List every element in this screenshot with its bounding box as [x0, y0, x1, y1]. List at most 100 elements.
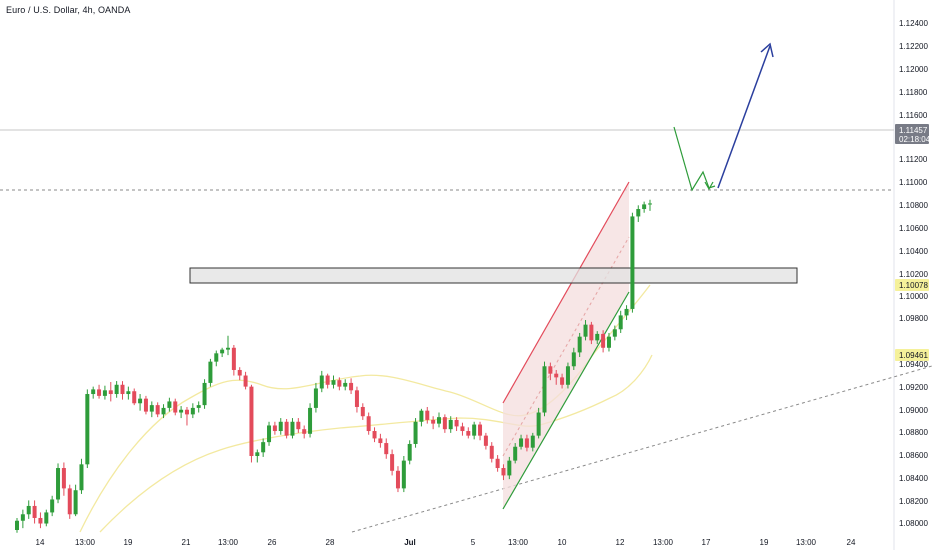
candle	[32, 500, 37, 524]
candle	[513, 443, 518, 464]
candle	[79, 458, 84, 494]
candle	[401, 456, 406, 493]
time-tick-label: 14	[36, 538, 45, 547]
bar-countdown: 02:18:04	[899, 135, 931, 144]
candle	[20, 509, 25, 529]
candle	[583, 320, 588, 341]
candle	[149, 401, 154, 418]
candle	[601, 330, 606, 353]
candle	[179, 406, 184, 419]
candle	[589, 321, 594, 345]
projection-arrowhead-blue	[760, 42, 774, 58]
candle	[114, 381, 119, 398]
candle	[454, 417, 459, 432]
candle	[26, 500, 31, 519]
candle	[548, 362, 553, 381]
last-price-value: 1.11457	[899, 126, 928, 135]
price-tick-label: 1.10600	[899, 224, 928, 233]
candle	[606, 332, 611, 352]
candle	[108, 382, 113, 402]
candle	[272, 421, 277, 435]
price-tick-label: 1.09400	[899, 360, 928, 369]
time-tick-label: 17	[702, 538, 711, 547]
candle	[67, 484, 72, 519]
candle	[472, 421, 477, 440]
candle	[618, 310, 623, 333]
candle	[577, 332, 582, 358]
candle	[132, 388, 137, 406]
candle	[85, 389, 90, 469]
price-tick-label: 1.10000	[899, 292, 928, 301]
resistance-zone[interactable]	[189, 267, 798, 284]
price-tick-label: 1.08200	[899, 497, 928, 506]
price-tick-label: 1.09000	[899, 406, 928, 415]
candle	[173, 398, 178, 416]
time-tick-label: 13:00	[653, 538, 674, 547]
candle	[530, 432, 535, 452]
candle	[366, 412, 371, 435]
candle	[595, 331, 600, 345]
candle	[460, 422, 465, 436]
candle	[190, 403, 195, 419]
candle	[390, 449, 395, 476]
candle	[249, 384, 254, 463]
candle	[519, 434, 524, 450]
candle	[91, 386, 96, 399]
channel-upper-line	[502, 181, 630, 404]
candle	[214, 350, 219, 367]
candle	[73, 484, 78, 517]
time-tick-label: 28	[326, 538, 335, 547]
candle	[325, 373, 330, 389]
candle	[44, 509, 49, 527]
price-tick-label: 1.10200	[899, 270, 928, 279]
candle	[395, 466, 400, 493]
candle	[302, 425, 307, 439]
price-scale[interactable]: 1.12400 1.12200 1.12000 1.11800 1.11600 1.112…	[899, 19, 928, 528]
projection-arrowhead-green	[704, 181, 714, 191]
candle	[554, 369, 559, 385]
time-tick-label: 10	[558, 538, 567, 547]
price-tick-label: 1.08000	[899, 519, 928, 528]
candle	[155, 402, 160, 418]
price-tick-label: 1.10400	[899, 247, 928, 256]
candles	[15, 199, 652, 533]
price-tick-label: 1.11000	[899, 178, 928, 187]
candle	[413, 418, 418, 448]
time-tick-label: 5	[471, 538, 476, 547]
candle	[349, 378, 354, 395]
candle	[267, 421, 272, 446]
price-tick-label: 1.08800	[899, 428, 928, 437]
candle	[466, 427, 471, 439]
candle	[15, 517, 19, 533]
time-tick-label: Jul	[404, 538, 416, 547]
candle	[542, 361, 547, 417]
price-tick-label: 1.12200	[899, 42, 928, 51]
candle	[431, 416, 436, 430]
last-price-badge: 1.11457 02:18:04	[895, 124, 931, 144]
projection-arrow-blue	[717, 45, 771, 189]
candle	[296, 418, 301, 433]
candle	[208, 358, 213, 387]
price-tick-label: 1.08600	[899, 451, 928, 460]
candle	[290, 418, 295, 439]
time-tick-label: 24	[847, 538, 856, 547]
candle	[284, 419, 289, 439]
trendline	[351, 365, 932, 533]
candle	[138, 394, 143, 411]
time-scale[interactable]: 14 13:00 19 21 13:00 26 28 Jul 5 13:00 10 12 13:00 17…	[36, 538, 856, 547]
candle	[642, 201, 647, 213]
time-tick-label: 13:00	[218, 538, 239, 547]
level-badge-2: 1.09461	[895, 349, 929, 361]
time-tick-label: 19	[760, 538, 769, 547]
candle	[337, 377, 342, 391]
price-tick-label: 1.08400	[899, 474, 928, 483]
time-tick-label: 26	[268, 538, 277, 547]
price-tick-label: 1.11800	[899, 88, 928, 97]
candle	[243, 371, 248, 390]
candle	[571, 347, 576, 370]
candle	[343, 379, 348, 391]
candle	[38, 512, 43, 529]
price-tick-label: 1.12000	[899, 65, 928, 74]
